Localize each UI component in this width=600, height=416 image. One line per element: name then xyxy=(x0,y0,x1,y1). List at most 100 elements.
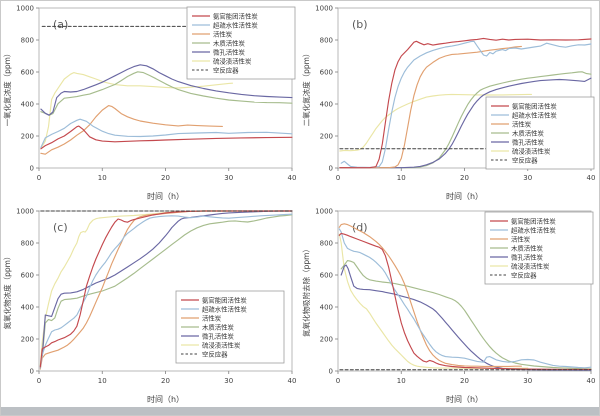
y-tick-label: 400 xyxy=(320,303,333,311)
panel-letter: (c) xyxy=(53,221,68,234)
series-line-c-2 xyxy=(39,210,293,370)
x-axis-label: 时间（h） xyxy=(147,394,184,404)
x-tick-label: 0 xyxy=(336,174,340,182)
series-line-c-3 xyxy=(41,214,293,358)
y-tick-label: 1000 xyxy=(315,4,333,12)
chart-panel-a: 0 200 400 600 800 1000 0 10 20 30 40 一氧化氮浓度（ppm） 时间（… xyxy=(1,1,300,204)
legend-item-label-b-0: 氨官能团活性炭 xyxy=(512,101,557,110)
legend-item-label-b-5: 硫浸渍活性炭 xyxy=(512,146,551,155)
x-tick-label: 30 xyxy=(523,174,532,182)
y-tick-label: 0 xyxy=(329,164,333,172)
y-axis-label: 氮氧化物吸附去除（ppm） xyxy=(301,245,311,337)
chart-panel-d: 0 200 400 600 800 1000 0 10 20 30 40 氮氧化物吸附去除（ppm） 时… xyxy=(300,204,599,407)
chart-svg-c: 0 200 400 600 800 1000 0 10 20 30 40 氮氧化物浓度（ppm） 时间（… xyxy=(2,207,297,404)
y-tick-label: 800 xyxy=(320,239,333,247)
y-tick-label: 600 xyxy=(21,68,34,76)
legend-item-label-d-4: 微孔活性炭 xyxy=(511,252,544,261)
x-tick-label: 30 xyxy=(224,377,233,385)
panel-letter: (b) xyxy=(352,18,368,31)
series-line-d-0 xyxy=(338,232,592,370)
y-tick-label: 0 xyxy=(30,367,34,375)
chart-svg-a: 0 200 400 600 800 1000 0 10 20 30 40 一氧化氮浓度（ppm） 时间（… xyxy=(2,4,296,201)
legend-item-label-a-2: 活性炭 xyxy=(213,29,233,38)
series-line-a-4 xyxy=(40,64,293,116)
y-tick-label: 600 xyxy=(21,271,34,279)
legend-item-label-b-1: 超疏水性活性炭 xyxy=(512,110,557,119)
y-tick-label: 800 xyxy=(320,36,333,44)
x-tick-label: 10 xyxy=(98,377,107,385)
legend-item-label-d-1: 超疏水性活性炭 xyxy=(511,225,556,234)
x-tick-label: 20 xyxy=(161,174,170,182)
y-tick-label: 200 xyxy=(21,132,34,140)
series-line-d-2 xyxy=(338,223,522,368)
y-tick-label: 800 xyxy=(21,239,34,247)
y-axis-label: 一氧化氮浓度（ppm） xyxy=(2,50,12,127)
x-tick-label: 40 xyxy=(587,174,596,182)
legend-item-label-c-0: 氨官能团活性炭 xyxy=(202,295,247,304)
x-tick-label: 20 xyxy=(161,377,170,385)
legend-item-label-c-3: 木质活性炭 xyxy=(202,322,235,331)
y-tick-label: 400 xyxy=(21,303,34,311)
legend-item-label-b-2: 活性炭 xyxy=(512,119,532,128)
x-tick-label: 40 xyxy=(587,377,596,385)
legend-item-label-b-4: 微孔活性炭 xyxy=(512,137,545,146)
series-line-c-4 xyxy=(41,210,293,357)
series-line-b-4 xyxy=(339,77,592,169)
series-line-a-1 xyxy=(40,118,293,149)
legend-item-label-d-3: 木质活性炭 xyxy=(511,243,544,252)
charts-grid: 0 200 400 600 800 1000 0 10 20 30 40 一氧化氮浓度（ppm） 时间（… xyxy=(1,1,599,407)
series-line-a-5 xyxy=(40,72,234,150)
y-tick-label: 0 xyxy=(30,164,34,172)
legend-item-label-a-5: 硫浸渍活性炭 xyxy=(213,56,252,65)
series-line-d-5 xyxy=(338,233,529,369)
y-axis-label: 氮氧化物浓度（ppm） xyxy=(2,253,12,330)
x-tick-label: 10 xyxy=(98,174,107,182)
y-tick-label: 200 xyxy=(320,132,333,140)
legend-item-label-d-2: 活性炭 xyxy=(511,234,531,243)
legend-item-label-a-1: 超疏水性活性炭 xyxy=(213,20,258,29)
series-line-c-1 xyxy=(39,213,293,369)
series-line-d-3 xyxy=(340,260,592,370)
y-tick-label: 200 xyxy=(320,335,333,343)
legend-item-label-a-4: 微孔活性炭 xyxy=(213,47,246,56)
legend-item-label-c-5: 硫浸渍活性炭 xyxy=(202,340,241,349)
x-tick-label: 0 xyxy=(37,377,41,385)
y-tick-label: 1000 xyxy=(16,4,34,12)
x-tick-label: 20 xyxy=(460,174,469,182)
series-line-a-0 xyxy=(40,125,293,150)
x-tick-label: 10 xyxy=(397,377,406,385)
x-tick-label: 30 xyxy=(224,174,233,182)
x-tick-label: 0 xyxy=(37,174,41,182)
legend-item-label-d-5: 硫浸渍活性炭 xyxy=(511,261,550,270)
legend-item-label-c-1: 超疏水性活性炭 xyxy=(202,304,247,313)
x-tick-label: 30 xyxy=(523,377,532,385)
series-line-c-0 xyxy=(39,210,293,368)
chart-panel-c: 0 200 400 600 800 1000 0 10 20 30 40 氮氧化物浓度（ppm） 时间（… xyxy=(1,204,300,407)
series-line-c-5 xyxy=(39,210,230,366)
y-tick-label: 0 xyxy=(329,367,333,375)
panel-letter: (d) xyxy=(352,221,368,234)
y-tick-label: 600 xyxy=(320,271,333,279)
x-axis-label: 时间（h） xyxy=(446,191,483,201)
panel-letter: (a) xyxy=(53,18,68,31)
x-tick-label: 40 xyxy=(288,377,297,385)
series-line-b-3 xyxy=(339,71,592,169)
y-tick-label: 400 xyxy=(21,100,34,108)
x-tick-label: 20 xyxy=(460,377,469,385)
legend-item-label-d-6: 空反应器 xyxy=(511,270,537,279)
x-tick-label: 10 xyxy=(397,174,406,182)
y-tick-label: 800 xyxy=(21,36,34,44)
series-line-a-3 xyxy=(40,71,293,116)
series-line-b-2 xyxy=(339,45,522,169)
y-tick-label: 400 xyxy=(320,100,333,108)
y-axis-label: 二氧化氮浓度（ppm） xyxy=(301,50,311,127)
legend-item-label-c-4: 微孔活性炭 xyxy=(202,331,235,340)
x-axis-label: 时间（h） xyxy=(147,191,184,201)
legend-item-label-b-3: 木质活性炭 xyxy=(512,128,545,137)
series-line-b-5 xyxy=(339,93,533,152)
chart-svg-b: 0 200 400 600 800 1000 0 10 20 30 40 二氧化氮浓度（ppm） 时间（… xyxy=(301,4,596,201)
y-tick-label: 600 xyxy=(320,68,333,76)
legend-item-label-d-0: 氨官能团活性炭 xyxy=(511,216,556,225)
chart-panel-b: 0 200 400 600 800 1000 0 10 20 30 40 二氧化氮浓度（ppm） 时间（… xyxy=(300,1,599,204)
legend-item-label-b-6: 空反应器 xyxy=(512,155,538,164)
